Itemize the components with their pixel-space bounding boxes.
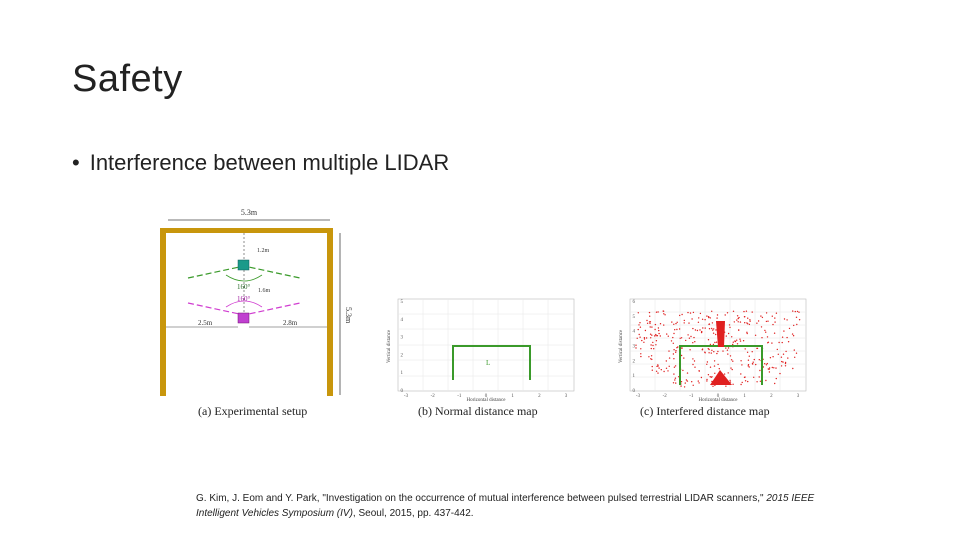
setup-caption: (a) Experimental setup <box>198 404 307 418</box>
left-gap-label: 2.5m <box>198 319 213 327</box>
normal-x-tick-1: 1 <box>511 394 514 399</box>
lidar-sensor-green <box>237 259 250 271</box>
interfered-y-tick-0: 0 <box>633 389 636 394</box>
right-wall <box>327 228 333 396</box>
interference-spike <box>716 321 725 347</box>
interfered-map-panel: 0 1 2 3 4 5 6 -3 -2 -1 0 1 2 3 Vertical distance Hor… <box>619 298 807 418</box>
normal-x-ticks: -3 -2 -1 0 1 2 3 <box>404 394 568 399</box>
sensor-gap-label: 1.6m <box>258 288 271 294</box>
interfered-y-tick-4: 4 <box>633 330 636 335</box>
normal-y-tick-3: 3 <box>401 336 404 341</box>
interfered-caption: (c) Interfered distance map <box>640 404 770 418</box>
interfered-x-tick--2: -2 <box>663 394 668 399</box>
interfered-x-tick--3: -3 <box>636 394 641 399</box>
normal-x-tick-2: 2 <box>538 394 541 399</box>
top-gap-label: 1.2m <box>257 248 270 254</box>
interfered-y-tick-5: 5 <box>633 315 636 320</box>
normal-y-tick-4: 4 <box>401 318 404 323</box>
interfered-x-tick-0: 0 <box>717 394 720 399</box>
citation-authors-title: G. Kim, J. Eom and Y. Park, "Investigati… <box>196 493 767 504</box>
interfered-y-tick-6: 6 <box>633 300 636 305</box>
bullet-text: Interference between multiple LIDAR <box>89 150 450 175</box>
normal-y-tick-1: 1 <box>401 371 404 376</box>
height-label: 5.3m <box>344 307 353 324</box>
citation-details: , Seoul, 2015, pp. 437-442. <box>352 508 474 519</box>
normal-y-tick-5: 5 <box>401 300 404 305</box>
interfered-y-tick-2: 2 <box>633 359 636 364</box>
slide-title: Safety <box>72 58 183 100</box>
normal-y-ticks: 0 1 2 3 4 5 <box>401 300 404 394</box>
bullet-dot: • <box>72 150 80 175</box>
normal-x-tick-0: 0 <box>485 394 488 399</box>
interfered-xlabel: Horizontal distance <box>698 398 738 403</box>
normal-y-tick-2: 2 <box>401 353 404 358</box>
interference-blob <box>710 370 732 385</box>
setup-panel: 5.3m 5.3m 1.2m 1.6m 160° 160° 2.5m 2.8m <box>160 208 353 418</box>
normal-x-tick--1: -1 <box>457 394 462 399</box>
lidar-sensor-magenta <box>237 312 250 324</box>
upper-fov-label: 160° <box>237 283 251 291</box>
left-wall <box>160 228 166 396</box>
interfered-y-tick-1: 1 <box>633 374 636 379</box>
normal-wall-trace <box>452 345 531 380</box>
normal-ylabel: Vertical distance <box>387 329 392 363</box>
lidar-figure: 5.3m 5.3m 1.2m 1.6m 160° 160° 2.5m 2.8m <box>150 195 820 425</box>
lower-fov-arc <box>225 300 263 308</box>
interfered-x-tick-1: 1 <box>743 394 746 399</box>
normal-x-tick--2: -2 <box>431 394 436 399</box>
width-label: 5.3m <box>241 208 258 217</box>
normal-xlabel: Horizontal distance <box>466 398 506 403</box>
interfered-x-tick-2: 2 <box>770 394 773 399</box>
interfered-y-tick-3: 3 <box>633 345 636 350</box>
bullet-item: • Interference between multiple LIDAR <box>72 150 449 176</box>
interfered-x-tick-3: 3 <box>797 394 800 399</box>
normal-y-tick-0: 0 <box>401 389 404 394</box>
interfered-x-ticks: -3 -2 -1 0 1 2 3 <box>636 394 800 399</box>
normal-sensor-marker: L <box>486 359 490 367</box>
lidar-figure-svg: 5.3m 5.3m 1.2m 1.6m 160° 160° 2.5m 2.8m <box>160 208 807 418</box>
normal-x-tick-3: 3 <box>565 394 568 399</box>
citation: G. Kim, J. Eom and Y. Park, "Investigati… <box>196 491 816 521</box>
normal-x-tick--3: -3 <box>404 394 409 399</box>
interfered-y-ticks: 0 1 2 3 4 5 6 <box>633 300 636 394</box>
top-wall <box>160 228 332 233</box>
upper-fov-arc <box>225 274 263 282</box>
citation-venue: 2015 IEEE Intelligent Vehicles Symposium… <box>196 493 815 519</box>
right-gap-label: 2.8m <box>283 319 298 327</box>
normal-map-panel: L 0 1 2 3 4 5 -3 -2 -1 0 1 2 3 Vertical distance Ho… <box>387 298 575 418</box>
interfered-ylabel: Vertical distance <box>619 329 624 363</box>
normal-caption: (b) Normal distance map <box>418 404 538 418</box>
interfered-x-tick--1: -1 <box>689 394 694 399</box>
interference-noise-points <box>635 310 801 388</box>
lower-fov-label: 160° <box>237 295 251 303</box>
